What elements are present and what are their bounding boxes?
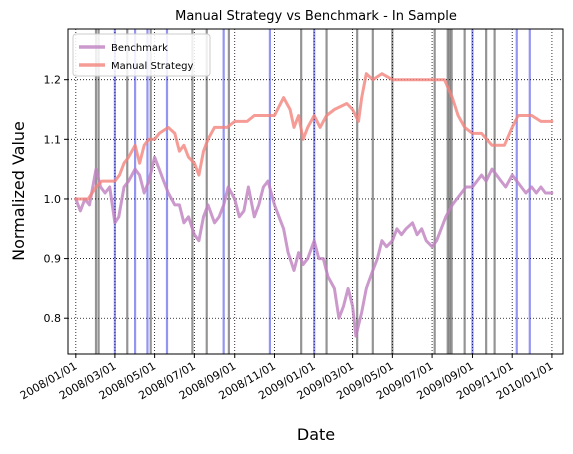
series-line-manual-strategy <box>74 72 554 201</box>
legend-box <box>72 33 211 77</box>
y-tick-label: 1.0 <box>44 193 62 206</box>
y-tick-label: 1.2 <box>44 74 62 87</box>
y-tick-label: 0.8 <box>44 312 62 325</box>
series-line-benchmark <box>74 155 554 338</box>
x-axis-label: Date <box>297 425 335 444</box>
series-lines <box>74 72 554 338</box>
y-tick-label: 1.1 <box>44 133 62 146</box>
chart-title: Manual Strategy vs Benchmark - In Sample <box>175 9 457 24</box>
grid <box>68 29 563 354</box>
y-tick-label: 0.9 <box>44 253 62 266</box>
legend-label-benchmark: Benchmark <box>111 43 168 54</box>
y-axis-label: Normalized Value <box>9 121 28 261</box>
legend-label-manual-strategy: Manual Strategy <box>111 61 193 72</box>
vertical-lines <box>94 29 531 354</box>
legend: Benchmark Manual Strategy <box>72 33 211 77</box>
plot-frame <box>67 28 564 355</box>
